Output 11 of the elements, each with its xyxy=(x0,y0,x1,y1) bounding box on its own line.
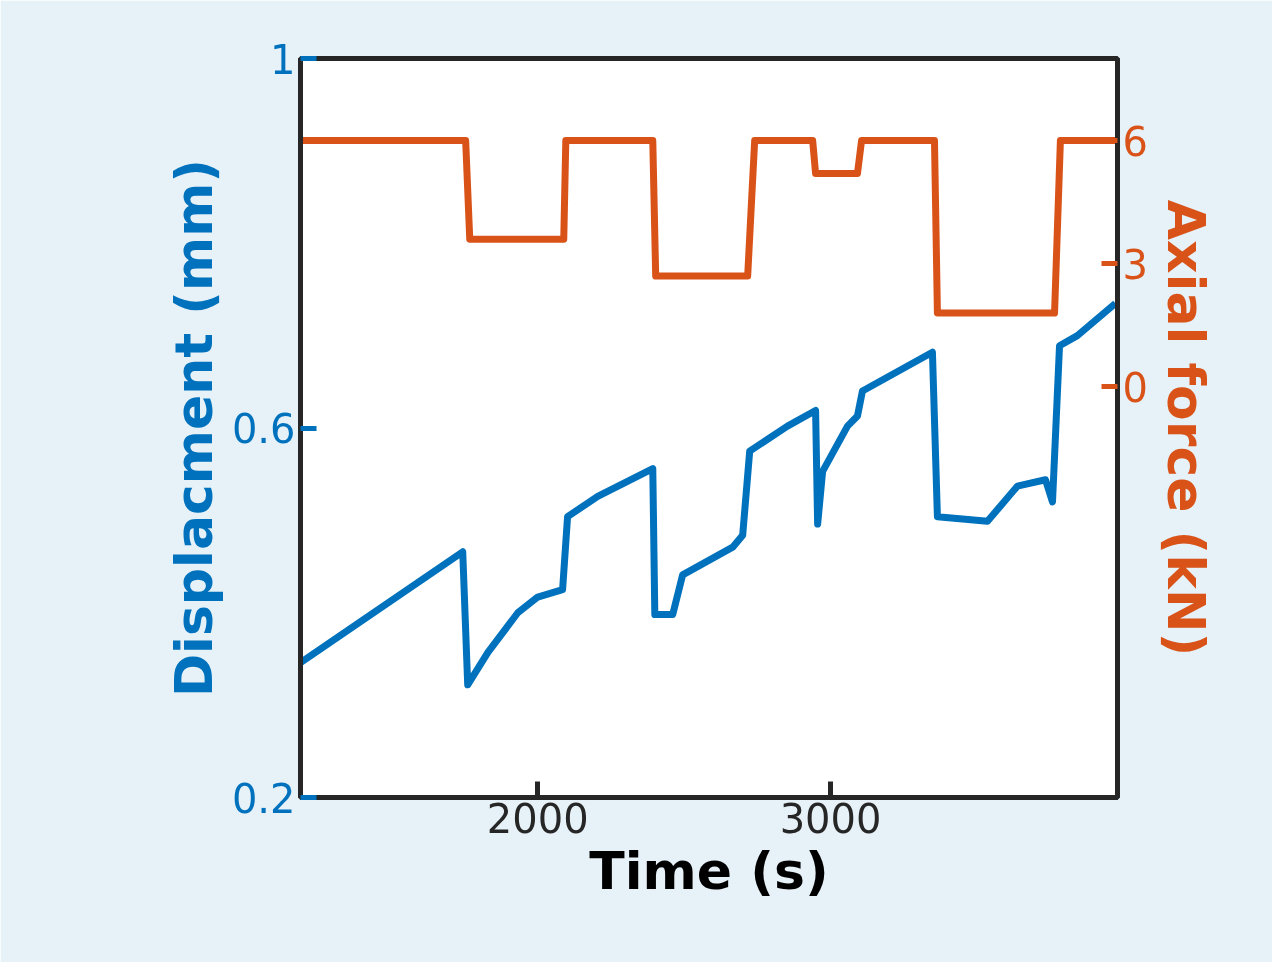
x-axis-title: Time (s) xyxy=(589,840,829,901)
y-axis-title: Displacment (mm) xyxy=(163,158,224,698)
y2-tick-label: 3 xyxy=(1122,241,1148,288)
y2-tick-label: 6 xyxy=(1122,118,1148,165)
y2-axis-title: Axial force (kN) xyxy=(1155,199,1216,657)
y-tick-label: 0.6 xyxy=(231,406,296,452)
x-tick-label: 2000 xyxy=(486,795,589,842)
y2-tick-label: 0 xyxy=(1122,364,1148,411)
x-tick-label: 3000 xyxy=(779,795,882,842)
y-tick-label: 1 xyxy=(270,36,296,83)
y-tick-label: 0.2 xyxy=(231,775,296,822)
